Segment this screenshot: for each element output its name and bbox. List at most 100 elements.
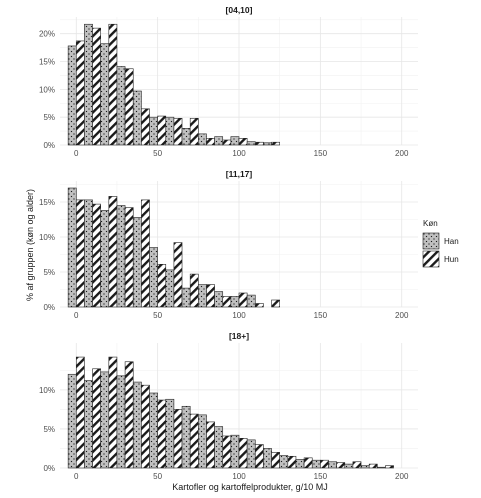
y-tick-label: 15% [39, 198, 55, 207]
y-tick-label: 0% [43, 141, 55, 150]
y-tick-label: 10% [39, 233, 55, 242]
bar-hun [92, 368, 101, 469]
bar-han [214, 426, 224, 469]
bar-han [214, 291, 224, 308]
bar-hun [141, 384, 150, 469]
bar-han [328, 461, 337, 469]
bar-hun [124, 207, 134, 308]
y-axis-title: % af gruppen (køn og alder) [25, 189, 35, 301]
facet-panel: [18+] 0% 5% 10% 0 50 100 150 200 [39, 329, 418, 481]
bar-hun [238, 138, 248, 146]
y-tick-label: 0% [43, 464, 55, 473]
bar-hun [141, 199, 150, 308]
bar-han [230, 136, 240, 146]
bar-hun [352, 461, 362, 469]
bar-han [360, 465, 370, 469]
bar-han [230, 434, 240, 469]
bar-han [67, 373, 77, 469]
y-tick-label: 20% [39, 30, 55, 39]
bar-hun [222, 435, 232, 469]
bar-han [132, 90, 142, 146]
bar-han [149, 116, 158, 146]
bar-han [263, 448, 272, 469]
bar-hun [303, 457, 313, 469]
bar-han [279, 455, 289, 469]
bar-han [311, 459, 321, 469]
bar-hun [368, 463, 378, 469]
bar-han [181, 128, 191, 146]
bar-han [198, 284, 207, 308]
bar-hun [189, 273, 199, 308]
bar-hun [238, 438, 248, 469]
bar-han [246, 294, 256, 308]
bar-hun [320, 459, 329, 469]
bar-han [132, 381, 142, 469]
bar-han [246, 141, 256, 146]
legend: Køn Han Hun [422, 219, 459, 268]
bar-hun [173, 242, 183, 308]
bar-hun [385, 465, 394, 469]
x-tick-label: 0 [74, 472, 79, 481]
bar-han [84, 199, 93, 308]
bar-hun [254, 444, 264, 469]
bar-han [377, 466, 386, 469]
y-tick-label: 5% [43, 268, 55, 277]
x-axis-title: Kartofler og kartoffelprodukter, g/10 MJ [172, 482, 327, 492]
x-tick-label: 150 [314, 311, 328, 320]
facet-label: [18+] [229, 331, 249, 341]
y-tick-label: 10% [39, 386, 55, 395]
bar-hun [124, 361, 134, 469]
x-tick-label: 0 [74, 149, 79, 158]
bar-hun [157, 399, 167, 469]
bar-han [263, 142, 272, 146]
legend-label-hun: Hun [444, 255, 459, 264]
bar-hun [108, 196, 118, 308]
y-tick-label: 5% [43, 113, 55, 122]
bar-hun [271, 452, 280, 469]
x-tick-label: 100 [232, 311, 246, 320]
bar-han [214, 136, 224, 146]
y-tick-label: 0% [43, 303, 55, 312]
bar-hun [124, 68, 134, 146]
facet-panel: [04,10] 0% 5% 10% 15% 20% 0 50 100 150 200 [39, 3, 418, 158]
bar-hun [254, 303, 264, 308]
bar-hun [173, 409, 183, 469]
x-tick-label: 200 [395, 472, 409, 481]
legend-title: Køn [423, 219, 438, 228]
x-tick-label: 0 [74, 311, 79, 320]
x-tick-label: 50 [153, 311, 162, 320]
bar-hun [206, 284, 215, 308]
bar-han [246, 439, 256, 469]
bar-hun [222, 296, 232, 308]
bar-han [100, 371, 110, 469]
bar-hun [75, 356, 85, 469]
bar-han [100, 43, 110, 146]
bar-hun [336, 462, 346, 469]
bar-han [100, 210, 110, 308]
bar-hun [108, 23, 118, 146]
legend-key-han [422, 232, 440, 250]
y-tick-label: 5% [43, 425, 55, 434]
bar-hun [287, 455, 297, 469]
x-tick-label: 100 [232, 149, 246, 158]
bar-hun [75, 40, 85, 146]
y-tick-label: 10% [39, 85, 55, 94]
bar-hun [141, 108, 150, 146]
bar-hun [271, 141, 280, 146]
facet-strip [60, 329, 418, 343]
bar-hun [108, 356, 118, 469]
bar-hun [173, 117, 183, 146]
facet-strip [60, 167, 418, 181]
bar-hun [157, 115, 167, 146]
bar-hun [206, 138, 215, 146]
bar-han [116, 375, 126, 469]
y-tick-label: 15% [39, 58, 55, 67]
bar-han [295, 459, 305, 469]
bar-han [198, 414, 207, 469]
bar-hun [271, 299, 280, 308]
bar-hun [254, 141, 264, 146]
bar-han [84, 23, 93, 146]
bar-hun [157, 263, 167, 308]
bar-han [84, 380, 93, 469]
